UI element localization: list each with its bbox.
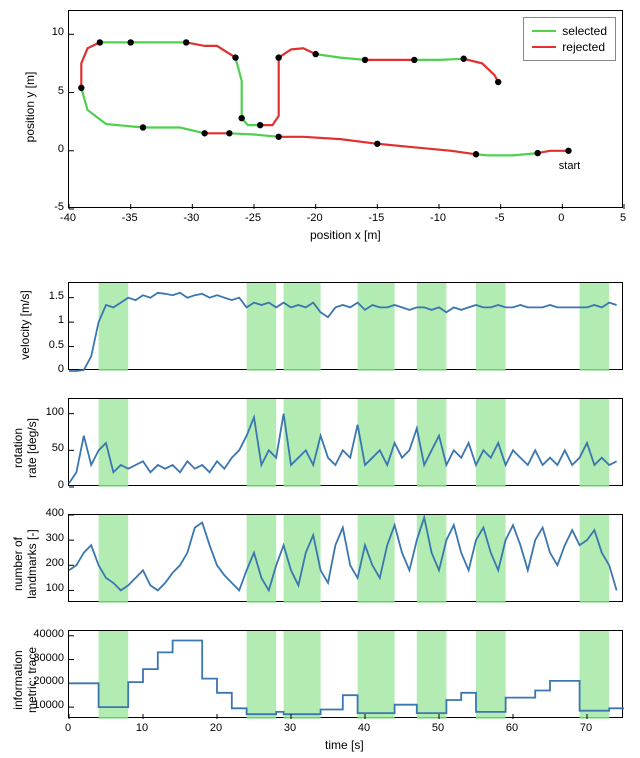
ytick-label: 0 <box>24 479 64 491</box>
ytick-label: 0 <box>24 363 64 375</box>
ytick-label: 5 <box>40 85 64 97</box>
information-svg <box>69 631 624 719</box>
legend-line-rejected <box>532 46 556 48</box>
xtick-label: 0 <box>58 722 78 734</box>
ytick-label: 10 <box>40 26 64 38</box>
ytick-label: 100 <box>24 406 64 418</box>
ytick-label: 30000 <box>24 652 64 664</box>
xtick-label: 70 <box>576 722 596 734</box>
ytick-label: 100 <box>24 582 64 594</box>
start-annotation: start <box>559 160 580 172</box>
xtick-label: -5 <box>488 212 512 224</box>
ytick-label: 200 <box>24 557 64 569</box>
ytick-label: 40000 <box>24 628 64 640</box>
legend-selected: selected <box>532 24 607 38</box>
trajectory-panel: selected rejected start <box>68 10 623 208</box>
xtick-label: 20 <box>206 722 226 734</box>
ytick-label: 300 <box>24 532 64 544</box>
ytick-label: 10000 <box>24 699 64 711</box>
landmarks-svg <box>69 515 624 603</box>
rotation-panel <box>68 398 623 486</box>
traj-xlabel: position x [m] <box>310 228 381 242</box>
ytick-label: 20000 <box>24 675 64 687</box>
xtick-label: -20 <box>303 212 327 224</box>
legend-label: rejected <box>562 40 605 54</box>
xtick-label: 5 <box>611 212 635 224</box>
ytick-label: 0.5 <box>24 339 64 351</box>
ytick-label: 0 <box>40 143 64 155</box>
ytick-label: -5 <box>40 201 64 213</box>
rotation-svg <box>69 399 624 487</box>
ytick-label: 50 <box>24 442 64 454</box>
legend-label: selected <box>562 24 607 38</box>
traj-ylabel: position y [m] <box>23 57 37 157</box>
legend-line-selected <box>532 30 556 32</box>
information-panel <box>68 630 623 718</box>
landmarks-panel <box>68 514 623 602</box>
xtick-label: -10 <box>426 212 450 224</box>
ytick-label: 1 <box>24 314 64 326</box>
xtick-label: -30 <box>179 212 203 224</box>
xtick-label: -25 <box>241 212 265 224</box>
xtick-label: 10 <box>132 722 152 734</box>
xtick-label: -40 <box>56 212 80 224</box>
figure-root: selected rejected start position y [m] p… <box>0 0 640 758</box>
legend-box: selected rejected <box>523 17 616 61</box>
xtick-label: 50 <box>428 722 448 734</box>
ytick-label: 400 <box>24 507 64 519</box>
xtick-label: 30 <box>280 722 300 734</box>
legend-rejected: rejected <box>532 40 607 54</box>
xtick-label: 0 <box>549 212 573 224</box>
time-xlabel: time [s] <box>325 738 364 752</box>
velocity-panel <box>68 282 623 370</box>
ytick-label: 1.5 <box>24 290 64 302</box>
velocity-svg <box>69 283 624 371</box>
xtick-label: 60 <box>502 722 522 734</box>
xtick-label: 40 <box>354 722 374 734</box>
xtick-label: -15 <box>364 212 388 224</box>
xtick-label: -35 <box>118 212 142 224</box>
